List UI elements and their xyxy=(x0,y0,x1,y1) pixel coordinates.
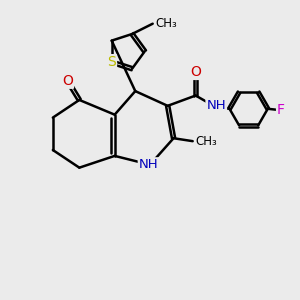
Text: NH: NH xyxy=(206,99,226,112)
Text: F: F xyxy=(277,103,285,117)
Text: O: O xyxy=(62,74,73,88)
Text: CH₃: CH₃ xyxy=(155,17,177,30)
Text: CH₃: CH₃ xyxy=(195,135,217,148)
Text: NH: NH xyxy=(139,158,158,171)
Text: S: S xyxy=(107,55,116,69)
Text: O: O xyxy=(190,65,201,79)
